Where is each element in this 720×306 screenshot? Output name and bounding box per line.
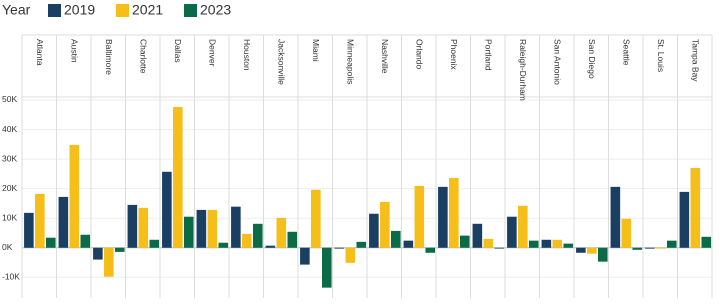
column-header: Raleigh-Durham <box>518 39 528 101</box>
bar <box>610 186 621 248</box>
bar <box>127 204 138 248</box>
bar <box>449 177 459 248</box>
bar <box>587 247 597 254</box>
bar <box>438 186 448 248</box>
bar <box>621 218 632 248</box>
bar <box>138 207 149 248</box>
bar <box>403 240 414 248</box>
bar <box>380 201 390 248</box>
column-header: Charlotte <box>139 39 149 74</box>
bar <box>162 171 172 248</box>
column-header: Portland <box>484 39 494 71</box>
bar <box>69 144 80 248</box>
legend-label: 2019 <box>64 2 95 18</box>
bar <box>93 247 103 260</box>
bar <box>24 212 34 248</box>
bar <box>173 107 183 248</box>
bar <box>345 247 356 263</box>
column-header: Nashville <box>380 39 390 74</box>
column-header: Seattle <box>622 39 632 66</box>
column-header: Jacksonville <box>277 39 287 85</box>
bar <box>311 189 321 248</box>
bar <box>632 247 643 250</box>
bar <box>265 245 276 248</box>
legend-swatch <box>116 4 129 17</box>
bar <box>414 185 425 248</box>
y-tick-label: 0K <box>2 242 13 252</box>
y-tick-label: 10K <box>2 212 17 222</box>
bar <box>552 239 563 248</box>
column-header: Phoenix <box>449 39 459 70</box>
bar <box>104 247 114 277</box>
bar <box>472 223 483 248</box>
bar <box>58 196 69 248</box>
column-header: San Antonio <box>553 39 563 85</box>
bar <box>218 242 229 248</box>
bar <box>369 213 379 248</box>
column-header: Dallas <box>173 39 183 63</box>
bar <box>35 193 45 248</box>
legend-swatch <box>48 4 61 17</box>
column-header: Atlanta <box>35 39 45 66</box>
column-header: Miami <box>311 39 321 62</box>
bar <box>80 234 91 248</box>
y-tick-label: 20K <box>2 183 17 193</box>
bar <box>690 167 701 248</box>
bar <box>242 233 252 248</box>
column-header: Denver <box>208 39 218 67</box>
bar <box>207 209 218 248</box>
bar <box>507 216 517 248</box>
bar <box>666 240 677 248</box>
bar <box>701 236 712 248</box>
bar <box>645 247 655 249</box>
bar <box>528 240 539 248</box>
bar <box>390 230 401 248</box>
column-header: Minneapolis <box>346 39 356 84</box>
legend-label: 2021 <box>132 2 163 18</box>
y-tick-label: 40K <box>2 124 17 134</box>
bar <box>334 247 345 249</box>
bar <box>541 239 552 248</box>
column-header: Austin <box>70 39 80 63</box>
legend-label: 2023 <box>200 2 231 18</box>
bar <box>114 247 125 252</box>
y-tick-label: -10K <box>2 272 20 282</box>
bar <box>287 231 298 248</box>
bar <box>518 205 528 248</box>
legend-title: Year <box>2 2 31 18</box>
column-header: Orlando <box>415 39 425 70</box>
legend-swatch <box>184 4 197 17</box>
bar <box>597 247 608 262</box>
bar <box>231 206 241 248</box>
y-tick-label: 30K <box>2 153 17 163</box>
bar <box>356 241 367 248</box>
bar <box>656 247 666 249</box>
column-header: Tampa Bay <box>691 39 701 82</box>
bar <box>252 223 263 248</box>
bar <box>425 247 436 253</box>
bar <box>576 247 586 253</box>
bar <box>276 217 287 248</box>
column-header: San Diego <box>587 39 597 79</box>
column-header: Baltimore <box>104 39 114 75</box>
y-tick-label: 50K <box>2 94 17 104</box>
bar <box>459 235 470 248</box>
bar <box>563 243 574 248</box>
bar <box>183 216 194 248</box>
bar <box>45 237 56 248</box>
column-header: St. Louis <box>656 39 666 72</box>
bar <box>149 239 160 248</box>
bar <box>321 247 332 288</box>
bar <box>196 209 207 248</box>
bar <box>494 247 505 249</box>
bar <box>300 247 310 265</box>
bar <box>679 191 690 248</box>
column-header: Houston <box>242 39 252 71</box>
bar <box>483 238 494 248</box>
